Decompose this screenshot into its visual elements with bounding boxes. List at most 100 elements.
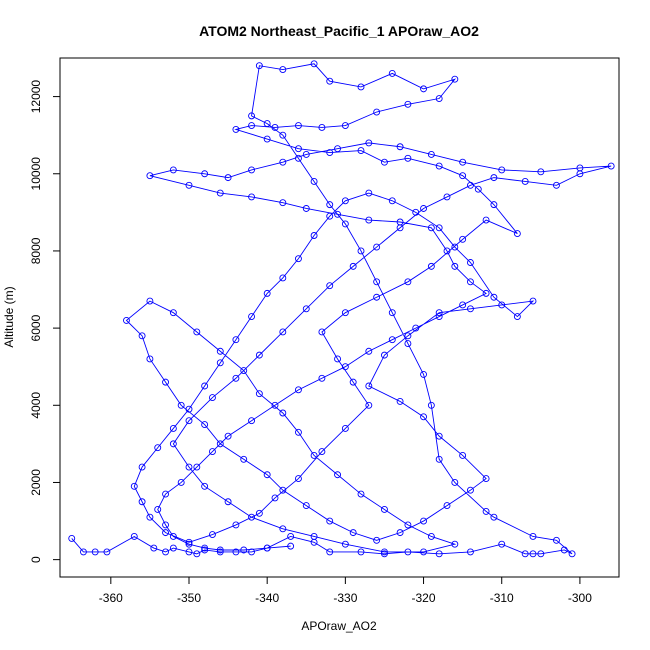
data-point xyxy=(169,424,177,432)
data-point xyxy=(146,355,154,363)
data-point xyxy=(208,394,216,402)
data-point xyxy=(341,309,349,317)
data-point xyxy=(185,181,193,189)
data-point xyxy=(365,189,373,197)
data-point xyxy=(326,517,334,525)
data-point xyxy=(216,548,224,556)
series-lines xyxy=(71,63,612,555)
data-point xyxy=(521,178,529,185)
x-axis: -360 -350 -340 -330 -320 -310 -300 xyxy=(99,577,592,605)
data-point xyxy=(459,301,467,309)
data-point xyxy=(169,544,177,552)
data-point xyxy=(341,122,349,129)
data-point xyxy=(459,172,467,180)
data-point xyxy=(302,305,310,313)
data-point xyxy=(420,85,427,93)
data-point xyxy=(357,247,365,255)
y-tick-label: 0 xyxy=(29,556,43,563)
data-point xyxy=(435,224,443,232)
data-point xyxy=(232,548,240,556)
series-points xyxy=(68,60,615,558)
data-point xyxy=(482,475,490,483)
x-tick-label: -300 xyxy=(568,591,592,605)
data-point xyxy=(224,498,232,506)
data-point xyxy=(451,243,459,251)
data-point xyxy=(185,463,193,471)
data-point xyxy=(427,151,435,158)
data-point xyxy=(248,313,256,320)
data-point xyxy=(427,533,435,540)
data-point xyxy=(216,359,224,367)
data-point xyxy=(498,166,506,174)
data-point xyxy=(396,397,404,405)
data-point xyxy=(427,224,435,232)
data-point xyxy=(459,452,467,459)
data-point xyxy=(310,452,318,459)
data-point xyxy=(146,513,154,521)
data-point xyxy=(279,66,287,74)
data-point xyxy=(341,220,349,228)
data-point xyxy=(357,548,365,556)
x-tick-label: -330 xyxy=(333,591,357,605)
data-point xyxy=(607,162,615,170)
data-point xyxy=(467,305,474,313)
data-point xyxy=(263,135,271,143)
data-point xyxy=(248,548,256,556)
data-point xyxy=(224,432,232,440)
data-point xyxy=(459,235,467,243)
data-point xyxy=(490,513,498,521)
data-point xyxy=(201,482,209,490)
data-point xyxy=(295,122,302,129)
data-point xyxy=(482,289,490,297)
data-point xyxy=(341,363,349,371)
data-point xyxy=(404,521,412,529)
data-point xyxy=(271,401,279,409)
data-point xyxy=(216,546,224,554)
data-point xyxy=(490,201,498,209)
y-tick-label: 2000 xyxy=(29,469,43,496)
data-point xyxy=(443,502,451,510)
data-point xyxy=(103,548,111,556)
data-point xyxy=(576,164,584,172)
data-point xyxy=(482,216,490,224)
data-point xyxy=(263,120,271,128)
data-point xyxy=(537,168,545,176)
data-point xyxy=(122,316,130,324)
data-point xyxy=(185,548,193,556)
data-point xyxy=(420,205,427,212)
data-point xyxy=(420,370,427,378)
data-point xyxy=(279,525,287,533)
data-point xyxy=(177,479,185,486)
data-point xyxy=(443,193,451,201)
y-tick-label: 12000 xyxy=(29,80,43,114)
data-point xyxy=(459,158,467,166)
data-point xyxy=(193,463,201,471)
data-point xyxy=(279,486,287,494)
y-axis-label: Altitude (m) xyxy=(2,286,16,347)
data-point xyxy=(162,490,170,498)
data-point xyxy=(201,382,209,390)
data-point xyxy=(326,77,334,85)
x-axis-label: APOraw_AO2 xyxy=(301,619,377,633)
data-point xyxy=(381,351,388,359)
data-point xyxy=(154,444,162,452)
data-point xyxy=(255,390,263,398)
data-point xyxy=(404,340,412,347)
data-point xyxy=(302,502,310,510)
data-point xyxy=(381,550,388,558)
data-point xyxy=(279,409,287,417)
data-point xyxy=(240,367,248,375)
data-point xyxy=(146,172,154,180)
data-point xyxy=(216,347,224,355)
data-point xyxy=(412,324,420,332)
data-point xyxy=(521,550,529,558)
x-tick-label: -350 xyxy=(177,591,201,605)
data-point xyxy=(498,301,506,309)
data-point xyxy=(185,538,193,546)
data-point xyxy=(388,336,396,344)
y-axis: 0 2000 4000 6000 8000 10000 12000 xyxy=(29,80,60,563)
data-point xyxy=(130,533,138,540)
data-point xyxy=(279,199,287,207)
data-point xyxy=(255,509,263,517)
data-point xyxy=(279,274,287,282)
